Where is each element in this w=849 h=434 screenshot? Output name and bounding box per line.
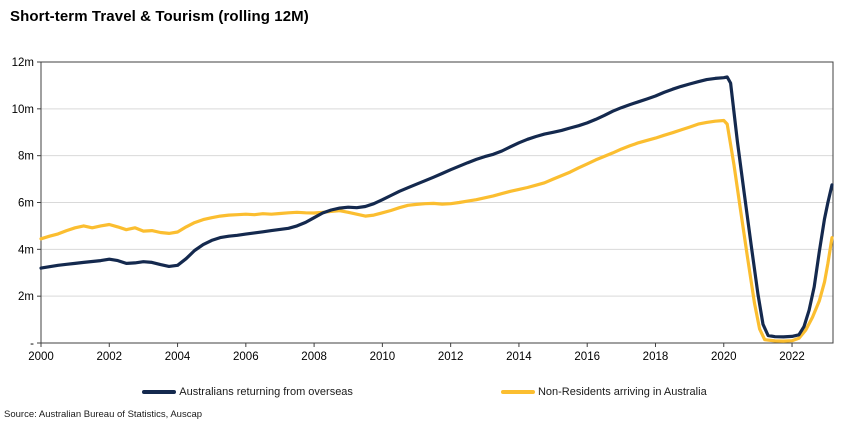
x-tick-label: 2002 (96, 351, 122, 363)
legend-item-non-residents: Non-Residents arriving in Australia (500, 386, 707, 398)
x-tick-label: 2010 (370, 351, 396, 363)
legend-label: Non-Residents arriving in Australia (537, 386, 707, 398)
x-tick-label: 2008 (301, 351, 327, 363)
legend-item-australians-returning: Australians returning from overseas (142, 386, 353, 398)
y-tick-label: 12m (12, 57, 34, 69)
series-line-non-residents-arriving-in-australia (39, 118, 834, 343)
x-tick-label: 2020 (711, 351, 737, 363)
y-tick-label: 10m (12, 104, 34, 116)
y-tick-label: 2m (18, 291, 34, 303)
chart-legend: Australians returning from overseas Non-… (0, 383, 849, 401)
legend-swatch-amber (500, 390, 535, 394)
y-tick-label: - (30, 338, 34, 350)
legend-swatch-navy (142, 390, 177, 394)
x-tick-label: 2016 (574, 351, 600, 363)
x-tick-label: 2000 (28, 351, 54, 363)
source-note: Source: Australian Bureau of Statistics,… (4, 409, 203, 420)
x-tick-label: 2014 (506, 351, 532, 363)
y-tick-label: 6m (18, 198, 34, 210)
series-line-australians-returning-from-overseas (39, 75, 834, 339)
legend-label: Australians returning from overseas (179, 386, 353, 398)
y-tick-label: 8m (18, 151, 34, 163)
x-tick-label: 2004 (165, 351, 191, 363)
x-tick-label: 2018 (643, 351, 669, 363)
chart-title: Short-term Travel & Tourism (rolling 12M… (10, 8, 309, 25)
x-tick-label: 2006 (233, 351, 259, 363)
y-tick-label: 4m (18, 244, 34, 256)
x-tick-label: 2012 (438, 351, 464, 363)
x-tick-label: 2022 (779, 351, 805, 363)
